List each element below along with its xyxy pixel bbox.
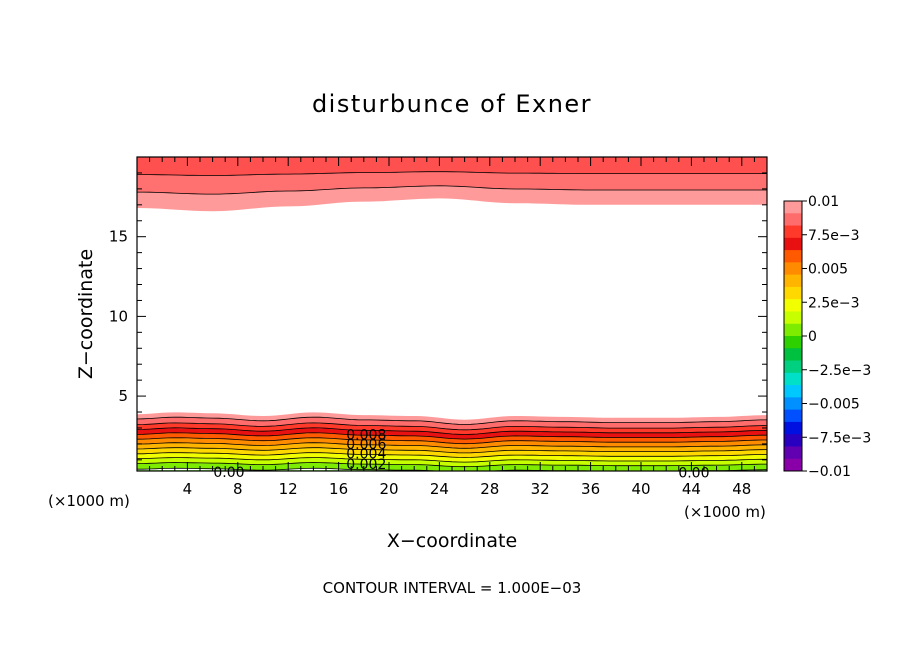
colorbar-label: 2.5e−3 <box>808 295 860 311</box>
y-tick-labels: 5 10 15 <box>109 228 128 405</box>
x-unit-left: (×1000 m) <box>48 492 130 510</box>
x-tick-label: 16 <box>329 480 348 498</box>
contour-fill-band <box>137 157 767 176</box>
colorbar-swatch <box>784 250 802 263</box>
contour-label: 0.00 <box>213 465 244 481</box>
contour-line <box>137 416 767 425</box>
x-tick-label: 24 <box>430 480 449 498</box>
chart-title: disturbunce of Exner <box>312 90 592 118</box>
colorbar-swatch <box>784 225 802 239</box>
colorbar <box>783 200 803 472</box>
colorbar-swatch <box>784 213 802 227</box>
contour-fill-band <box>137 417 767 430</box>
colorbar-swatch <box>784 458 802 472</box>
colorbar-swatch <box>784 434 802 447</box>
x-tick-label: 12 <box>279 480 298 498</box>
contour-line <box>137 452 767 458</box>
colorbar-swatch <box>784 336 802 349</box>
x-tick-label: 40 <box>631 480 650 498</box>
x-tick-label: 48 <box>732 480 751 498</box>
y-tick-label: 5 <box>118 387 128 405</box>
colorbar-labels: 0.01 7.5e−3 0.005 2.5e−3 0 −2.5e−3 −0.005 −7.5e… <box>802 194 871 480</box>
colorbar-label: −0.005 <box>808 397 860 413</box>
colorbar-label: 0 <box>808 329 817 345</box>
contour-fill-band <box>137 457 767 467</box>
colorbar-swatch <box>784 274 802 288</box>
colorbar-swatch <box>784 311 802 325</box>
contour-fill-band <box>137 428 767 440</box>
x-tick-label: 36 <box>581 480 600 498</box>
colorbar-label: 0.005 <box>808 262 848 278</box>
colorbar-swatch <box>784 237 802 251</box>
contour-line <box>137 427 767 435</box>
x-unit-right: (×1000 m) <box>684 503 766 521</box>
y-axis-label: Z−coordinate <box>75 249 97 379</box>
x-tick-label: 32 <box>531 480 550 498</box>
x-tick-label: 8 <box>233 480 243 498</box>
contour-label: 0.008 <box>346 427 386 443</box>
colorbar-swatch <box>784 262 802 276</box>
contour-line <box>137 437 767 445</box>
colorbar-label: −2.5e−3 <box>808 363 871 379</box>
contour-label: 0.00 <box>678 466 709 482</box>
colorbar-swatch <box>784 385 802 398</box>
contour-label: 0.006 <box>346 437 386 453</box>
colorbar-swatch <box>784 446 802 460</box>
colorbar-label: 0.01 <box>808 194 839 210</box>
y-tick-label: 15 <box>109 228 128 246</box>
colorbar-swatch <box>784 372 802 386</box>
contour-line <box>137 467 767 471</box>
x-tick-label: 44 <box>682 480 701 498</box>
colorbar-swatch <box>784 348 802 362</box>
contour-fill-band <box>137 423 767 435</box>
contour-line <box>137 432 767 440</box>
x-tick-label: 28 <box>480 480 499 498</box>
contour-interval-note: CONTOUR INTERVAL = 1.000E−03 <box>323 579 582 597</box>
contour-line <box>137 171 767 176</box>
contour-line <box>137 447 767 454</box>
colorbar-swatch <box>784 286 802 300</box>
colorbar-swatch <box>784 360 802 374</box>
contour-fill-band <box>137 433 767 444</box>
contour-fill-band <box>137 437 767 449</box>
contour-fills <box>137 157 767 471</box>
x-axis-label: X−coordinate <box>387 530 517 552</box>
y-tick-label: 10 <box>109 307 128 325</box>
contour-line <box>137 442 767 449</box>
x-tick-labels: 4 8 12 16 20 24 28 32 36 40 44 48 <box>183 480 752 498</box>
contour-line <box>137 422 767 431</box>
contour-line <box>137 185 767 195</box>
colorbar-label: −0.01 <box>808 464 851 480</box>
x-tick-label: 20 <box>379 480 398 498</box>
contour-label: 0.004 <box>346 446 386 462</box>
x-tick-label: 4 <box>183 480 193 498</box>
colorbar-swatch <box>784 409 802 423</box>
contour-fill-band <box>137 412 767 425</box>
colorbar-swatch <box>784 299 802 312</box>
contour-label: 0.002 <box>346 457 386 473</box>
colorbar-label: 7.5e−3 <box>808 228 860 244</box>
contour-lines <box>137 171 767 471</box>
contour-line <box>137 457 767 463</box>
colorbar-swatch <box>784 397 802 411</box>
colorbar-label: −7.5e−3 <box>808 430 871 446</box>
colorbar-swatch <box>784 323 802 337</box>
axis-ticks <box>137 157 767 471</box>
colorbar-swatch <box>784 201 802 214</box>
colorbar-swatch <box>784 421 802 435</box>
